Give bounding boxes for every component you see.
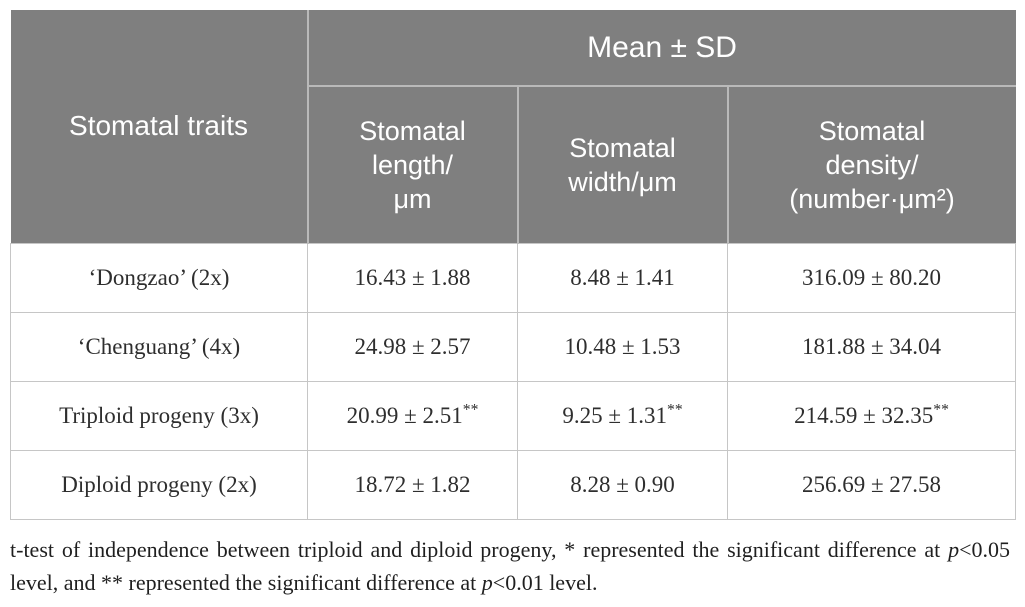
stomatal-traits-table: Stomatal traits Mean ± SD Stomatal lengt…: [10, 10, 1017, 520]
header-line: Stomatal: [818, 115, 926, 146]
header-line: Stomatal: [359, 115, 466, 146]
width-cell: 9.25 ± 1.31**: [517, 380, 728, 451]
header-mean-sd: Mean ± SD: [307, 10, 1016, 87]
significance-marker: **: [462, 400, 479, 418]
value: 16.43 ± 1.88: [354, 264, 471, 290]
density-cell: 181.88 ± 34.04: [726, 311, 1017, 382]
footnote-text: <0.05 level, and ** represented the sign…: [10, 537, 1010, 595]
density-cell: 214.59 ± 32.35**: [726, 380, 1017, 451]
header-stomatal-width: Stomatal width/μm: [516, 86, 728, 243]
table-row: ‘Chenguang’ (4x) 24.98 ± 2.57 10.48 ± 1.…: [10, 311, 1017, 382]
footnote-p-italic: p: [481, 569, 493, 595]
value: 8.28 ± 0.90: [570, 471, 675, 497]
width-cell: 8.48 ± 1.41: [517, 242, 728, 313]
trait-label: Triploid progeny (3x): [59, 402, 259, 428]
value: 10.48 ± 1.53: [564, 333, 681, 359]
footnote-p-italic: p: [948, 537, 960, 562]
density-cell: 316.09 ± 80.20: [726, 242, 1017, 313]
trait-label: ‘Dongzao’ (2x): [88, 264, 230, 290]
header-stomatal-traits: Stomatal traits: [10, 10, 309, 243]
length-cell: 20.99 ± 2.51**: [307, 380, 518, 451]
footnote-text: t-test of independence between triploid …: [10, 537, 949, 562]
value: 24.98 ± 2.57: [354, 333, 471, 359]
header-line: μm: [393, 183, 432, 214]
header-line: density/: [825, 149, 919, 180]
trait-label: ‘Chenguang’ (4x): [77, 333, 241, 359]
value: 316.09 ± 80.20: [801, 264, 942, 290]
significance-marker: **: [933, 400, 949, 418]
value: 181.88 ± 34.04: [801, 333, 942, 359]
length-cell: 18.72 ± 1.82: [307, 449, 518, 520]
footnote-text: <0.01 level.: [492, 569, 598, 595]
table-row: ‘Dongzao’ (2x) 16.43 ± 1.88 8.48 ± 1.41 …: [10, 242, 1017, 313]
footnote: t-test of independence between triploid …: [10, 534, 1010, 599]
header-line: (number·μm²): [789, 183, 955, 214]
width-cell: 8.28 ± 0.90: [517, 449, 728, 520]
header-stomatal-density: Stomatal density/ (number·μm²): [726, 86, 1016, 243]
trait-cell: ‘Chenguang’ (4x): [10, 311, 308, 382]
trait-label: Diploid progeny (2x): [61, 471, 257, 497]
length-cell: 16.43 ± 1.88: [307, 242, 518, 313]
trait-cell: Triploid progeny (3x): [10, 380, 308, 451]
header-line: width/μm: [568, 166, 677, 197]
density-cell: 256.69 ± 27.58: [726, 449, 1017, 520]
value: 9.25 ± 1.31: [562, 402, 667, 428]
length-cell: 24.98 ± 2.57: [307, 311, 518, 382]
width-cell: 10.48 ± 1.53: [517, 311, 728, 382]
value: 256.69 ± 27.58: [801, 471, 942, 497]
value: 18.72 ± 1.82: [354, 471, 471, 497]
table-header: Stomatal traits Mean ± SD Stomatal lengt…: [10, 10, 1016, 243]
value: 214.59 ± 32.35: [794, 402, 934, 428]
header-line: length/: [371, 149, 454, 180]
header-line: Stomatal: [569, 132, 676, 163]
table-row: Diploid progeny (2x) 18.72 ± 1.82 8.28 ±…: [10, 449, 1017, 520]
trait-cell: ‘Dongzao’ (2x): [10, 242, 308, 313]
header-stomatal-length: Stomatal length/ μm: [307, 86, 518, 243]
significance-marker: **: [667, 400, 683, 418]
table-body: ‘Dongzao’ (2x) 16.43 ± 1.88 8.48 ± 1.41 …: [10, 242, 1017, 520]
trait-cell: Diploid progeny (2x): [10, 449, 308, 520]
value: 20.99 ± 2.51: [346, 402, 463, 428]
value: 8.48 ± 1.41: [570, 264, 675, 290]
table-row: Triploid progeny (3x) 20.99 ± 2.51** 9.2…: [10, 380, 1017, 451]
